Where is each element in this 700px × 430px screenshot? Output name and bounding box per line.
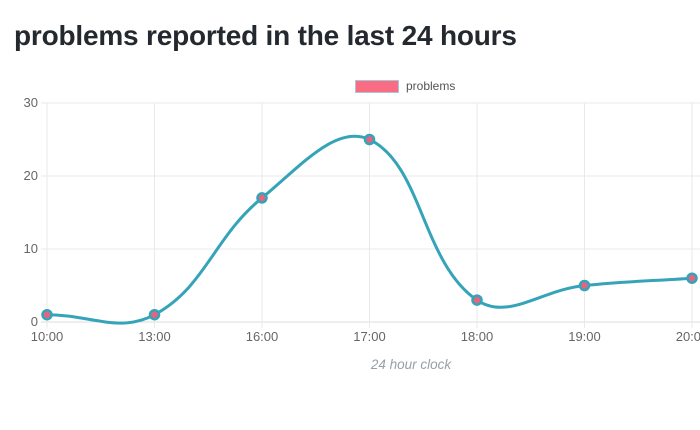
data-point[interactable] [471,294,483,306]
x-axis-tick-label: 10:00 [31,329,64,344]
data-point[interactable] [256,192,268,204]
data-point[interactable] [686,272,698,284]
data-point[interactable] [578,279,591,292]
x-axis-tick-label: 20:00 [676,329,700,344]
y-axis-tick-label: 30 [24,95,38,110]
data-point[interactable] [148,308,161,321]
data-point[interactable] [41,308,53,321]
legend-swatch [355,80,399,93]
x-axis-tick-label: 13:00 [138,329,171,344]
x-axis-tick-label: 16:00 [246,329,279,344]
y-axis-tick-label: 20 [24,168,38,183]
data-point[interactable] [363,133,376,146]
legend-item-problems[interactable]: problems [355,80,455,93]
x-axis-title: 24 hour clock [370,357,452,372]
x-axis-tick-label: 18:00 [461,329,494,344]
chart-title: problems reported in the last 24 hours [14,20,517,51]
legend-label: problems [406,79,456,93]
y-axis-tick-label: 0 [31,314,38,329]
y-axis-tick-label: 10 [24,241,38,256]
x-axis-tick-label: 17:00 [353,329,386,344]
x-axis-tick-label: 19:00 [568,329,601,344]
